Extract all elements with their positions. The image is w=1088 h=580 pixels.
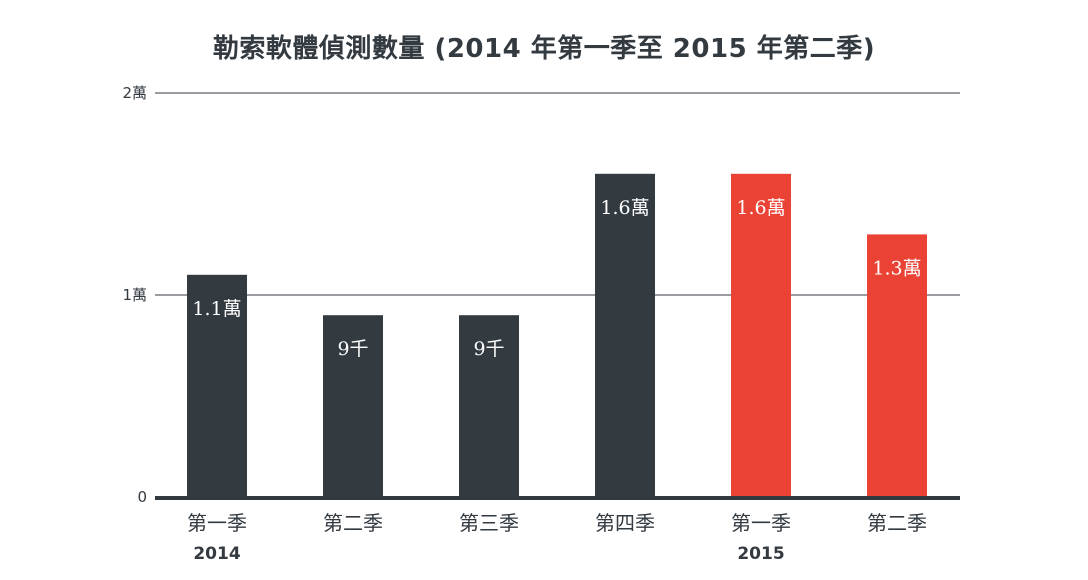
x-tick-label-5: 第二季 bbox=[867, 511, 927, 535]
x-tick-label-4: 第一季 bbox=[731, 511, 791, 535]
bar-0 bbox=[187, 274, 247, 497]
year-label-0: 2014 bbox=[193, 544, 240, 564]
year-label-1: 2015 bbox=[737, 544, 784, 564]
bar-4 bbox=[731, 173, 791, 498]
x-tick-label-0: 第一季 bbox=[187, 511, 247, 535]
x-axis: 第一季 第二季 第三季 第四季 第一季 第二季 2014 2015 bbox=[155, 496, 960, 564]
data-labels: 1.1萬 9千 9千 1.6萬 1.6萬 1.3萬 bbox=[192, 197, 921, 360]
grid-lines bbox=[155, 92, 960, 296]
bar-5 bbox=[867, 234, 927, 497]
data-label-2: 9千 bbox=[473, 338, 504, 360]
bars bbox=[187, 173, 927, 498]
x-tick-label-1: 第二季 bbox=[323, 511, 383, 535]
bar-3 bbox=[595, 173, 655, 498]
y-tick-label-2: 2萬 bbox=[122, 84, 147, 102]
data-label-3: 1.6萬 bbox=[600, 197, 649, 219]
y-tick-label-0: 0 bbox=[137, 488, 147, 506]
data-label-1: 9千 bbox=[337, 338, 368, 360]
data-label-4: 1.6萬 bbox=[736, 197, 785, 219]
chart-title: 勒索軟體偵測數量 (2014 年第一季至 2015 年第二季) bbox=[212, 34, 876, 64]
data-label-5: 1.3萬 bbox=[872, 257, 921, 279]
bar-2 bbox=[459, 315, 519, 497]
data-label-0: 1.1萬 bbox=[192, 298, 241, 320]
x-tick-label-3: 第四季 bbox=[595, 511, 655, 535]
y-axis-ticks: 0 1萬 2萬 bbox=[122, 84, 147, 506]
x-tick-label-2: 第三季 bbox=[459, 511, 519, 535]
bar-1 bbox=[323, 315, 383, 497]
y-tick-label-1: 1萬 bbox=[122, 286, 147, 304]
